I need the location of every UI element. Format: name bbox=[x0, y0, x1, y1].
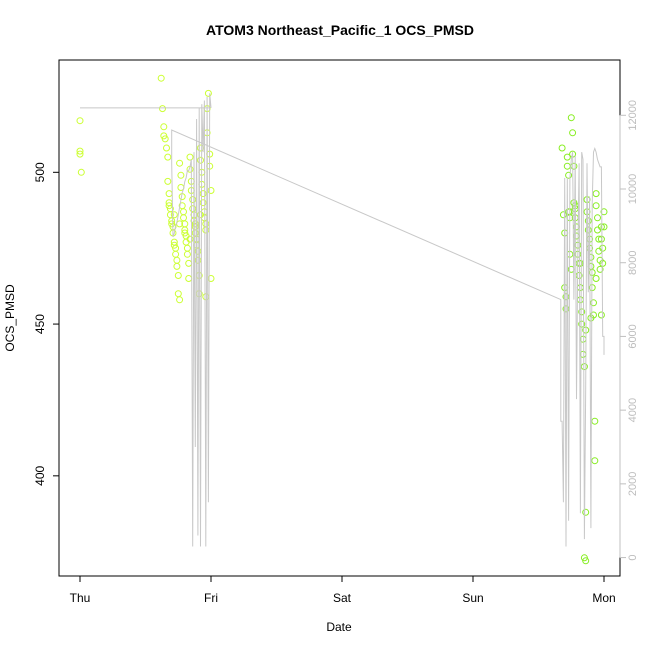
data-point bbox=[170, 211, 178, 219]
data-point bbox=[582, 557, 590, 565]
data-point bbox=[76, 117, 84, 125]
data-point bbox=[176, 159, 184, 167]
data-point bbox=[594, 214, 601, 222]
y2-tick-label: 0 bbox=[627, 555, 639, 561]
data-point bbox=[207, 187, 215, 194]
data-point bbox=[565, 171, 573, 179]
data-point bbox=[161, 135, 169, 143]
y-tick-label: 450 bbox=[33, 314, 47, 334]
chart-title: ATOM3 Northeast_Pacific_1 OCS_PMSD bbox=[206, 22, 474, 38]
data-point bbox=[163, 144, 170, 152]
data-point bbox=[174, 272, 182, 279]
data-point bbox=[160, 123, 168, 131]
x-axis-label: Date bbox=[326, 620, 352, 634]
y2-tick-label: 10000 bbox=[627, 174, 639, 205]
plot-layer bbox=[76, 74, 608, 565]
data-point bbox=[173, 262, 181, 270]
data-point bbox=[164, 153, 172, 161]
data-point bbox=[578, 308, 586, 316]
data-point bbox=[164, 177, 172, 185]
data-point bbox=[159, 105, 166, 113]
data-point bbox=[558, 144, 566, 152]
data-point bbox=[199, 199, 207, 207]
data-point bbox=[591, 457, 599, 465]
axis-layer: Thu Fri Sat Sun Mon 400 450 500 0 2000 4000 6000 800… bbox=[33, 100, 639, 605]
x-tick-label: Sun bbox=[462, 591, 483, 605]
data-point bbox=[559, 211, 567, 219]
x-tick-label: Sat bbox=[333, 591, 352, 605]
y2-tick-label: 4000 bbox=[627, 398, 639, 422]
y2-tick-label: 12000 bbox=[627, 100, 639, 131]
data-point bbox=[176, 296, 184, 304]
data-point bbox=[186, 235, 194, 243]
data-point bbox=[599, 244, 607, 252]
data-point bbox=[77, 168, 85, 176]
data-point bbox=[177, 171, 185, 179]
x-tick-label: Mon bbox=[592, 591, 615, 605]
data-point bbox=[204, 89, 212, 97]
data-point bbox=[596, 265, 604, 273]
y-tick-label: 500 bbox=[33, 162, 47, 182]
data-point bbox=[563, 153, 571, 161]
y2-tick-label: 6000 bbox=[627, 324, 639, 348]
data-point bbox=[76, 147, 84, 155]
data-point bbox=[600, 223, 608, 231]
altitude-line bbox=[80, 93, 605, 547]
y2-tick-label: 8000 bbox=[627, 250, 639, 274]
data-point bbox=[197, 211, 204, 219]
data-point bbox=[578, 320, 586, 328]
data-point bbox=[587, 314, 595, 322]
data-point bbox=[76, 150, 84, 158]
data-point bbox=[183, 250, 191, 258]
data-point bbox=[597, 235, 605, 243]
x-tick-label: Fri bbox=[204, 591, 218, 605]
data-point bbox=[599, 259, 607, 267]
data-point bbox=[197, 156, 204, 164]
data-point bbox=[584, 226, 592, 234]
data-point bbox=[186, 153, 194, 161]
y2-tick-label: 2000 bbox=[627, 472, 639, 496]
data-point bbox=[600, 208, 608, 216]
data-point bbox=[592, 202, 600, 210]
data-point bbox=[597, 311, 605, 319]
data-point bbox=[582, 508, 590, 516]
data-point bbox=[189, 196, 197, 204]
x-tick-label: Thu bbox=[70, 591, 91, 605]
y-axis-label: OCS_PMSD bbox=[3, 284, 17, 352]
data-point bbox=[191, 220, 199, 228]
data-point bbox=[181, 229, 189, 237]
data-point bbox=[592, 275, 600, 282]
data-point bbox=[199, 190, 207, 198]
y-tick-label: 400 bbox=[33, 466, 47, 486]
data-point bbox=[567, 114, 575, 122]
data-point bbox=[584, 217, 592, 225]
data-point bbox=[157, 74, 165, 82]
data-point bbox=[569, 129, 577, 137]
data-point bbox=[592, 190, 600, 198]
